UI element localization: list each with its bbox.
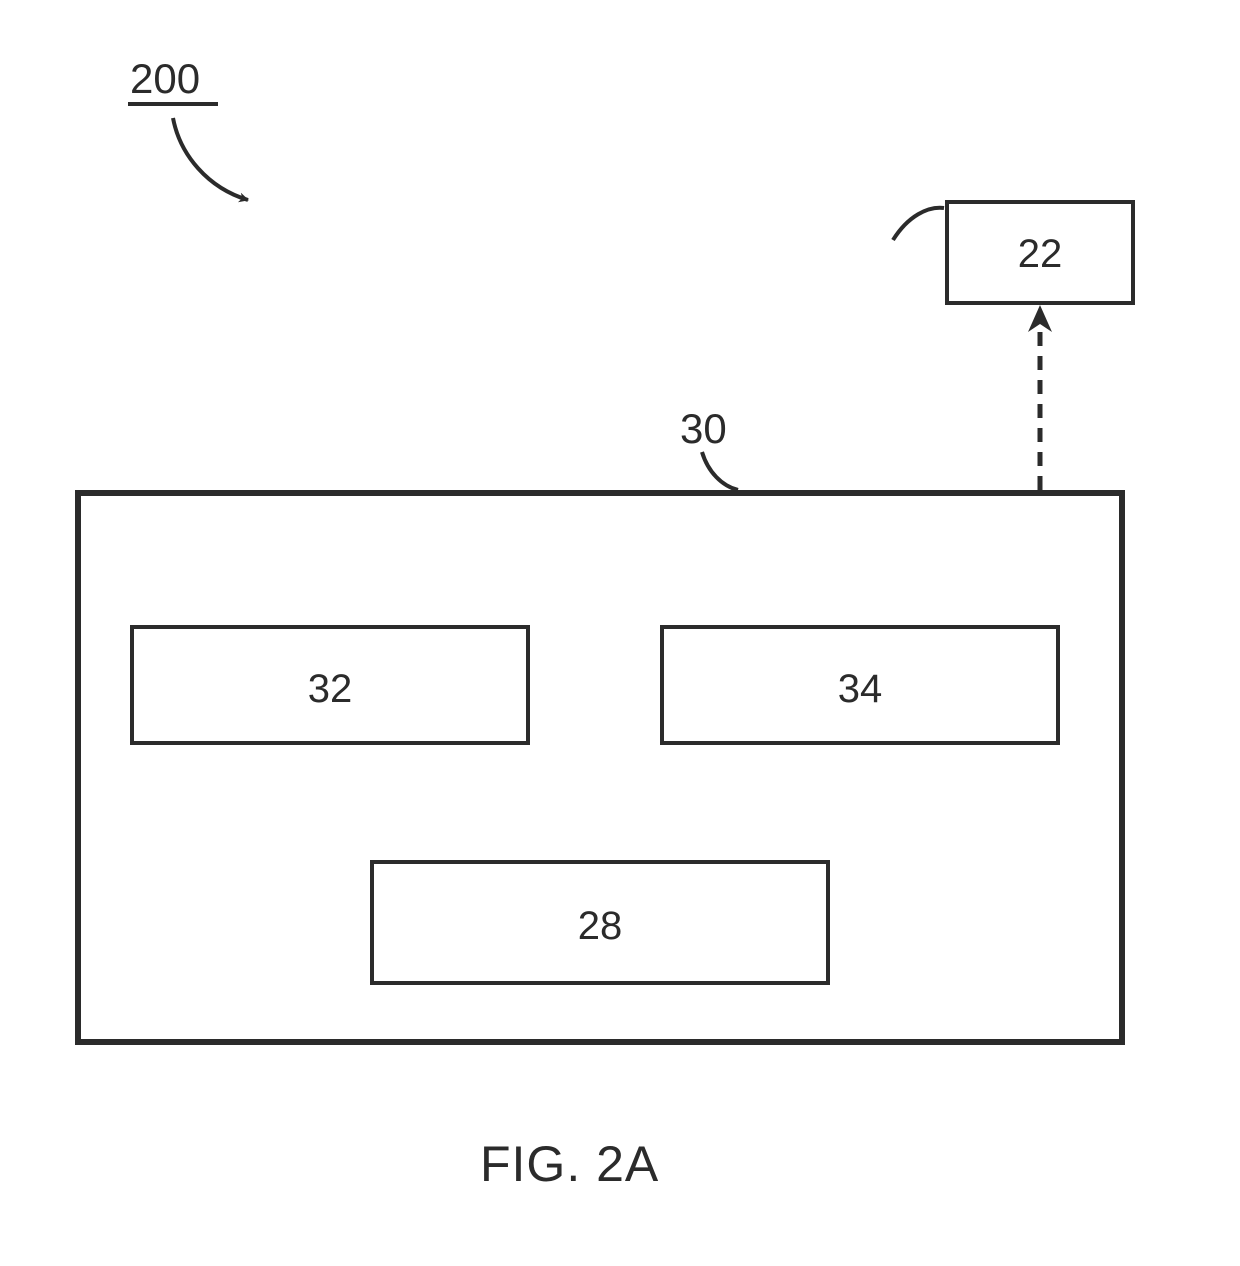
box-32: 32 (130, 625, 530, 745)
figure-caption-text: FIG. 2A (480, 1136, 659, 1192)
box-22: 22 (945, 200, 1135, 305)
box-34: 34 (660, 625, 1060, 745)
label-22: 22 (949, 232, 1131, 277)
lead-arrow-200 (173, 118, 248, 200)
label-28: 28 (374, 904, 826, 949)
dashed-arrow-head (1028, 305, 1052, 332)
box-28: 28 (370, 860, 830, 985)
ref-30-text: 30 (680, 405, 727, 452)
lead-line-22 (893, 208, 944, 240)
figure-canvas: 200 22 32 34 28 30 FIG. 2A (0, 0, 1240, 1266)
label-32-text: 32 (308, 667, 353, 711)
lead-line-30 (702, 452, 738, 490)
ref-200-text: 200 (130, 55, 200, 102)
figure-caption: FIG. 2A (480, 1135, 659, 1193)
label-34-text: 34 (838, 667, 883, 711)
ref-label-30: 30 (680, 405, 727, 453)
label-34: 34 (664, 667, 1056, 712)
ref-label-200: 200 (130, 55, 200, 103)
label-22-text: 22 (1018, 232, 1063, 276)
label-28-text: 28 (578, 904, 623, 948)
label-32: 32 (134, 667, 526, 712)
